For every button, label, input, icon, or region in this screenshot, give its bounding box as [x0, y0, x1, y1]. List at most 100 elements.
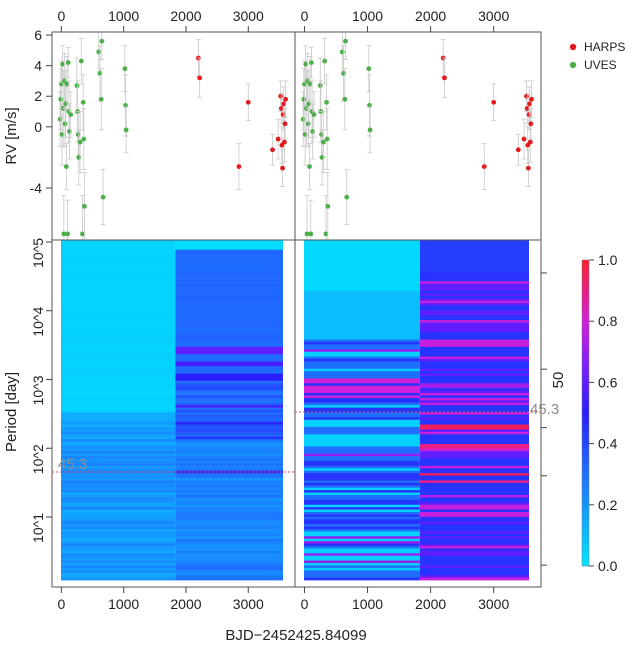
periodogram-right-cell-early	[304, 422, 420, 425]
rv-left-uves-point	[76, 155, 82, 160]
periodogram-left-cell-late	[175, 482, 283, 486]
periodogram-left-cell-late	[175, 361, 283, 365]
periodogram-right-cell-early	[304, 278, 420, 282]
rv-right-uves-point	[342, 96, 348, 102]
periodogram-left-cell-late	[175, 380, 283, 384]
periodogram-left-cell-late	[175, 354, 283, 357]
periodogram-left-cell-late	[175, 536, 283, 540]
rv-right-uves-point	[367, 127, 373, 133]
periodogram-left-cell-early	[61, 397, 176, 401]
bottom-x-tick-label-left: 0	[57, 596, 65, 612]
rv-right-uves-point	[308, 231, 314, 237]
periodogram-left-cell-late	[175, 300, 283, 304]
periodogram-right-cell-late	[419, 465, 529, 469]
top-x-tick-label-right: 3000	[478, 8, 509, 24]
periodogram-right-cell-early	[304, 567, 420, 571]
periodogram-right-cell-early	[304, 429, 420, 433]
periodogram-left-cell-early	[61, 383, 176, 387]
periodogram-right-cell-early	[304, 563, 420, 566]
periodogram-right-cell-late	[419, 560, 529, 564]
colorbar-tick-label: 0.2	[598, 497, 618, 513]
periodogram-right-cell-early	[304, 424, 420, 428]
legend-harps-marker	[569, 43, 577, 51]
periodogram-left-cell-late	[175, 414, 283, 418]
periodogram-right-cell-late	[419, 414, 529, 418]
periodogram-right-cell-late	[419, 495, 529, 498]
periodogram-right-cell-late	[419, 325, 529, 328]
periodogram-right-cell-late	[419, 300, 529, 304]
periodogram-left-cell-late	[175, 495, 283, 498]
periodogram-right-cell-early	[304, 281, 420, 285]
rv-left-uves-point	[78, 58, 84, 64]
periodogram-right-cell-early	[304, 509, 420, 513]
periodogram-right-cell-late	[419, 478, 529, 481]
periodogram-right-cell-early	[304, 550, 420, 554]
periodogram-left-cell-early	[61, 363, 176, 367]
periodogram-left-cell-late	[175, 339, 283, 343]
periodogram-left-cell-late	[175, 266, 283, 270]
periodogram-left-cell-early	[61, 395, 176, 399]
rv-y-tick-label: -4	[30, 180, 43, 196]
periodogram-left-cell-late	[175, 575, 283, 578]
periodogram-left-cell-late	[175, 315, 283, 319]
periodogram-right-cell-late	[419, 383, 529, 387]
right-axis-label: 50	[550, 372, 567, 389]
periodogram-left-cell-early	[61, 504, 176, 508]
periodogram-right-cell-early	[304, 322, 420, 326]
periodogram-left-cell-late	[175, 388, 283, 391]
periodogram-left-cell-late	[175, 356, 283, 360]
rv-left-points	[57, 31, 289, 241]
periodogram-left-cell-late	[175, 497, 283, 501]
periodogram-right-cell-late	[419, 570, 529, 574]
periodogram-left-cell-early	[61, 288, 176, 292]
periodogram-left-cell-late	[175, 283, 283, 287]
periodogram-right-cell-early	[304, 407, 420, 411]
periodogram-left-cell-early	[61, 388, 176, 391]
periodogram-right-cell-early	[304, 485, 420, 489]
periodogram-left-cell-early	[61, 293, 176, 297]
periodogram-right-cell-early	[304, 492, 420, 496]
periodogram-right-cell-early	[304, 259, 420, 263]
periodogram-left-cell-late	[175, 502, 283, 506]
periodogram-left-cell-late	[175, 550, 283, 554]
periodogram-right-cell-early	[304, 405, 420, 408]
rv-left-harps-point	[236, 164, 242, 169]
rv-left-harps-point	[282, 139, 287, 145]
periodogram-right-cell-early	[304, 320, 420, 323]
rv-right-uves-point	[324, 99, 329, 105]
periodogram-left-cell-early	[61, 376, 176, 379]
periodogram-right-cell-early	[304, 376, 420, 379]
rv-left-uves-point	[65, 231, 70, 237]
periodogram-left-cell-early	[61, 407, 176, 411]
rv-right-uves-point	[307, 81, 313, 87]
periodogram-right-cell-early	[304, 291, 420, 294]
rv-left-uves-point	[81, 136, 87, 142]
periodogram-left-cell-late	[175, 546, 283, 549]
periodogram-left-cell-late	[175, 558, 283, 561]
rv-left-uves-point	[62, 121, 68, 127]
periodogram-left-cell-early	[61, 240, 176, 243]
rv-left-uves-point	[57, 116, 63, 122]
periodogram-right-cell-early	[304, 499, 420, 503]
periodogram-right-cell-early	[304, 269, 420, 272]
periodogram-left-cell-early	[61, 543, 176, 547]
periodogram-left-cell-early	[61, 468, 176, 472]
periodogram-left-cell-early	[61, 378, 176, 382]
colorbar-tick-label: 0.8	[598, 313, 618, 329]
periodogram-left-cell-late	[175, 317, 283, 321]
periodogram-right-cell-late	[419, 281, 529, 285]
periodogram-left-cell-early	[61, 567, 176, 571]
rv-right-uves-point	[307, 164, 312, 169]
periodogram-right-cell-early	[304, 276, 420, 280]
periodogram-left-cell-early	[61, 572, 176, 576]
periodogram-left-cell-late	[175, 538, 283, 542]
periodogram-left-cell-late	[175, 244, 283, 248]
colorbar-tick-label: 0.6	[598, 374, 618, 390]
periodogram-left-cell-late	[175, 261, 283, 265]
periodogram-left-cell-early	[61, 480, 176, 484]
periodogram-right-frame	[294, 239, 542, 588]
periodogram-left-cell-early	[61, 509, 176, 513]
periodogram-right-cell-late	[419, 308, 529, 311]
periodogram-right-cell-late	[419, 533, 529, 537]
